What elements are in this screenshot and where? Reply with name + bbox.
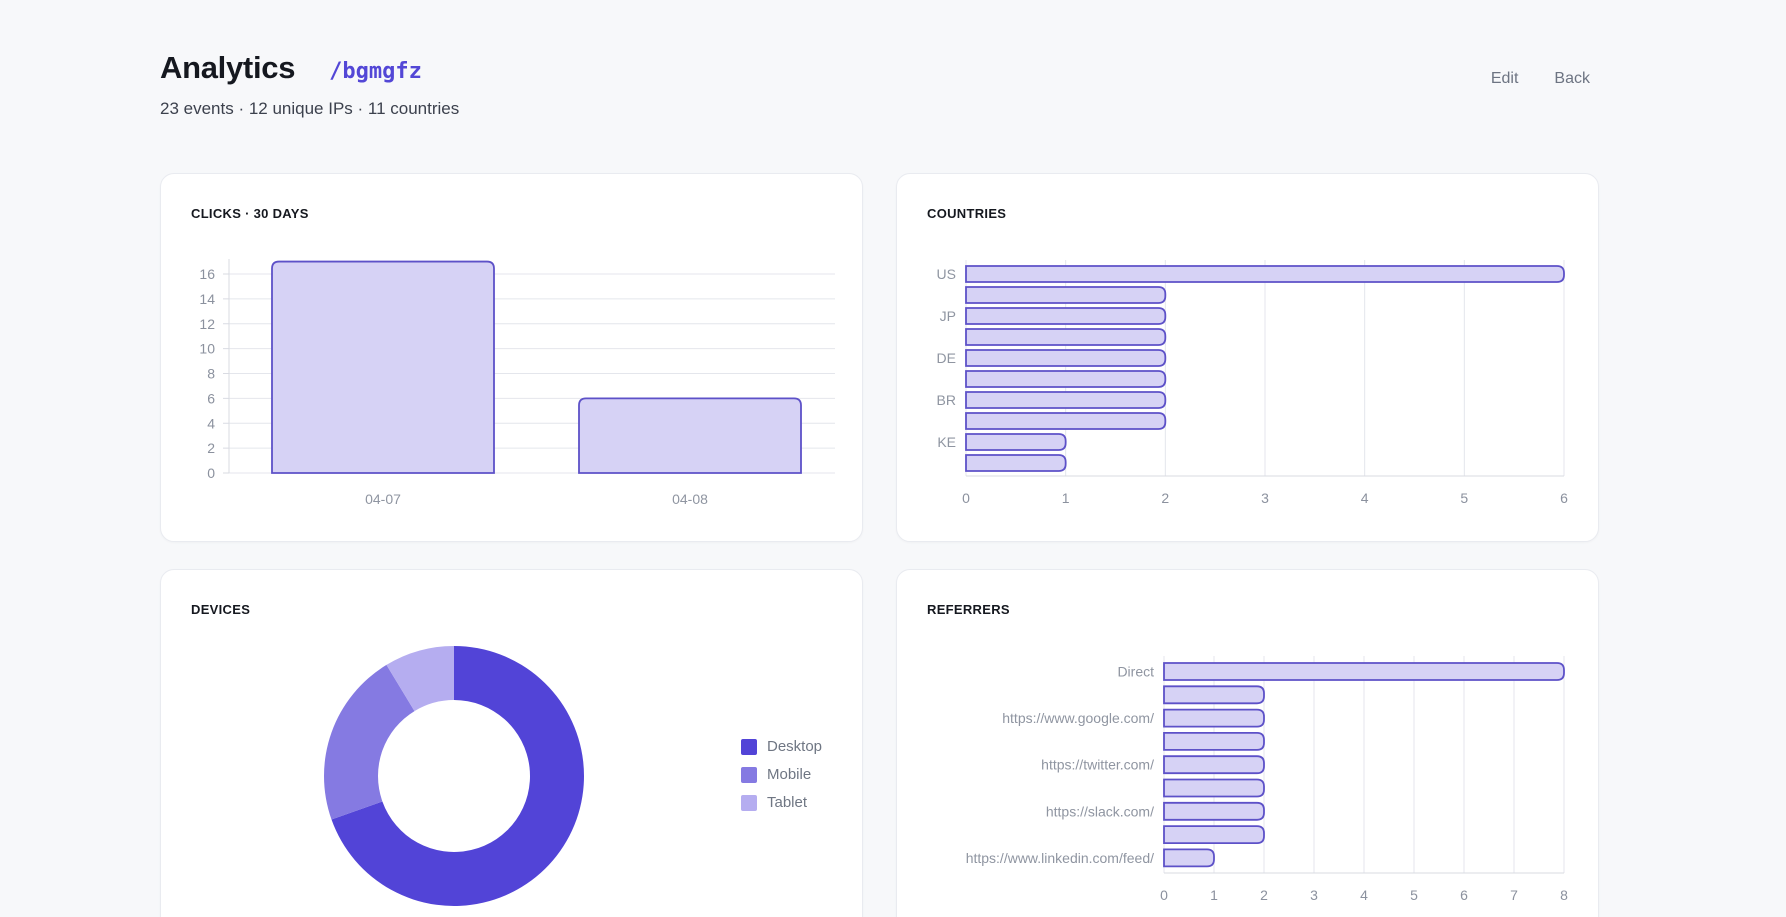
donut-segment-desktop xyxy=(331,646,584,906)
legend-label: Tablet xyxy=(767,794,808,811)
axis-label: 2 xyxy=(1161,490,1169,506)
axis-label: 4 xyxy=(207,415,215,431)
stats-summary: 23 events · 12 unique IPs · 11 countries xyxy=(160,99,460,118)
card-countries: COUNTRIES 0 1 2 3 4 5 6 US JP DE BR KE xyxy=(896,173,1599,542)
axis-label: 6 xyxy=(1560,490,1568,506)
axis-label: 7 xyxy=(1510,887,1518,903)
axis-label: BR xyxy=(937,392,956,408)
countries-bar xyxy=(965,370,1167,388)
card-countries-title: COUNTRIES xyxy=(927,206,1007,221)
axis-label: 12 xyxy=(199,316,215,332)
referrers-bar xyxy=(1163,732,1265,751)
axis-label: https://slack.com/ xyxy=(1046,803,1154,819)
countries-bar xyxy=(965,454,1067,472)
axis-label: 10 xyxy=(199,341,215,357)
legend-swatch-desktop xyxy=(741,738,757,755)
card-referrers-title: REFERRERS xyxy=(927,602,1010,617)
legend-item-tablet: Tablet xyxy=(741,794,822,811)
axis-label: 4 xyxy=(1360,887,1368,903)
axis-label: 3 xyxy=(1261,490,1269,506)
axis-label: https://twitter.com/ xyxy=(1041,757,1154,773)
countries-bar-chart: 0 1 2 3 4 5 6 US JP DE BR KE xyxy=(937,260,1568,506)
card-clicks: CLICKS · 30 DAYS 0 2 4 6 8 10 12 14 16 04-07 04-08 xyxy=(160,173,863,542)
legend-swatch-mobile xyxy=(741,766,757,783)
axis-label: https://www.google.com/ xyxy=(1002,710,1154,726)
axis-label: 8 xyxy=(207,366,215,382)
clicks-bar-chart: 0 2 4 6 8 10 12 14 16 04-07 04-08 xyxy=(199,259,835,507)
page-title: Analytics xyxy=(160,50,296,85)
countries-bar xyxy=(965,433,1067,451)
countries-bar xyxy=(965,391,1167,409)
legend-swatch-tablet xyxy=(741,794,757,811)
countries-bar xyxy=(965,328,1167,346)
axis-label: 1 xyxy=(1210,887,1218,903)
axis-label: 04-08 xyxy=(672,491,708,507)
link-slug: /bgmgfz xyxy=(329,59,422,84)
referrers-bar xyxy=(1163,825,1265,844)
card-devices-title: DEVICES xyxy=(191,602,251,617)
referrers-bar xyxy=(1163,801,1265,821)
countries-bar xyxy=(965,412,1167,430)
legend-item-desktop: Desktop xyxy=(741,738,822,755)
axis-label: 0 xyxy=(207,465,215,481)
axis-label: 2 xyxy=(1260,887,1268,903)
axis-label: 4 xyxy=(1361,490,1369,506)
card-referrers: REFERRERS 0 1 2 3 4 5 6 7 8 Direct https://www.goo… xyxy=(896,569,1599,917)
axis-label: 0 xyxy=(962,490,970,506)
axis-label: 14 xyxy=(199,291,215,307)
referrers-bar xyxy=(1163,778,1265,798)
countries-bar xyxy=(965,286,1167,304)
legend-label: Mobile xyxy=(767,766,812,783)
referrers-bar xyxy=(1163,662,1565,681)
countries-bar xyxy=(965,349,1167,367)
referrers-bar xyxy=(1163,685,1265,705)
axis-label: 0 xyxy=(1160,887,1168,903)
referrers-bar xyxy=(1163,755,1265,775)
header-actions: Edit Back xyxy=(1491,70,1590,88)
axis-label: 04-07 xyxy=(365,491,401,507)
edit-button[interactable]: Edit xyxy=(1490,70,1519,87)
devices-legend: Desktop Mobile Tablet xyxy=(741,738,822,811)
axis-label: 16 xyxy=(199,266,215,282)
axis-label: JP xyxy=(940,308,956,324)
referrers-bar xyxy=(1163,848,1215,868)
axis-label: 3 xyxy=(1310,887,1318,903)
card-clicks-title: CLICKS · 30 DAYS xyxy=(191,206,309,221)
devices-donut-chart xyxy=(324,646,584,906)
axis-label: 5 xyxy=(1410,887,1418,903)
cards-grid: CLICKS · 30 DAYS 0 2 4 6 8 10 12 14 16 04-07 04-08… xyxy=(160,173,1599,917)
axis-label: US xyxy=(937,266,956,282)
page-header: Analytics /bgmgfz 23 events · 12 unique … xyxy=(160,50,459,119)
back-button[interactable]: Back xyxy=(1554,70,1590,87)
axis-label: DE xyxy=(937,350,956,366)
axis-label: KE xyxy=(937,434,956,450)
legend-item-mobile: Mobile xyxy=(741,766,822,783)
donut-segment-mobile xyxy=(324,664,415,820)
legend-label: Desktop xyxy=(767,738,823,755)
clicks-bar xyxy=(578,397,802,474)
axis-label: 5 xyxy=(1460,490,1468,506)
axis-label: 2 xyxy=(207,440,215,456)
countries-bar xyxy=(965,307,1167,325)
clicks-bar xyxy=(271,260,495,474)
referrers-bar-chart: 0 1 2 3 4 5 6 7 8 Direct https://www.google.com/ht… xyxy=(966,656,1568,903)
referrers-bar xyxy=(1163,708,1265,728)
card-devices: DEVICES Desktop Mobile Tablet xyxy=(160,569,863,917)
axis-label: https://www.linkedin.com/feed/ xyxy=(966,850,1154,866)
donut-segment-tablet xyxy=(386,646,454,712)
axis-label: 8 xyxy=(1560,887,1568,903)
axis-label: 1 xyxy=(1062,490,1070,506)
countries-bar xyxy=(965,265,1565,283)
axis-label: Direct xyxy=(1117,664,1154,680)
axis-label: 6 xyxy=(207,390,215,406)
axis-label: 6 xyxy=(1460,887,1468,903)
